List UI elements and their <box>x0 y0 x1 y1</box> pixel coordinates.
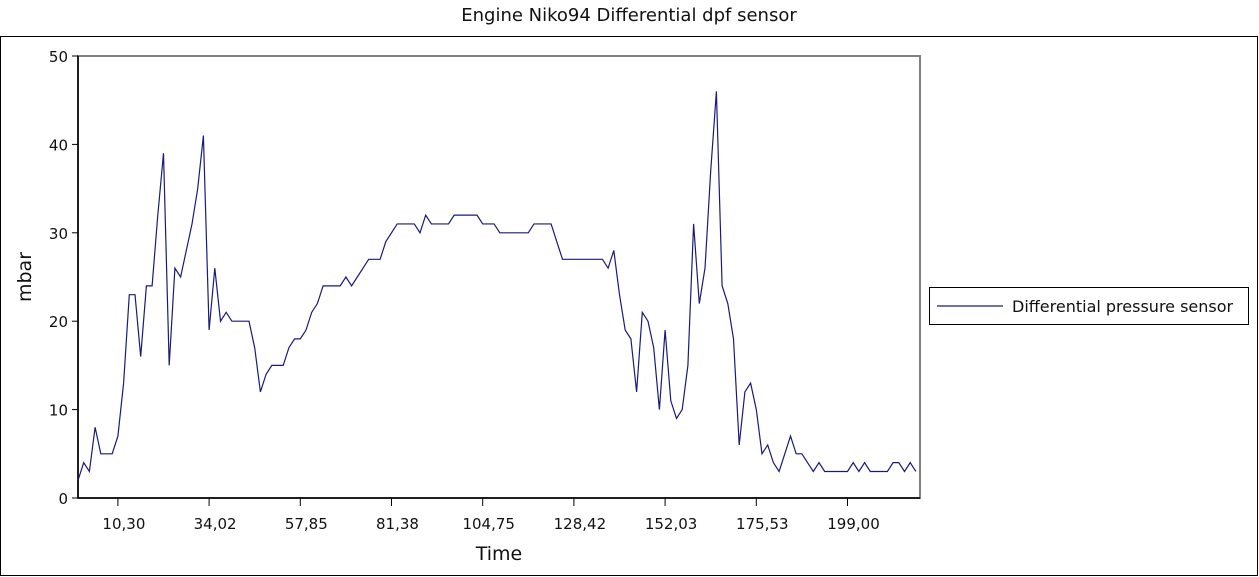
x-tick-label: 152,03 <box>645 515 698 533</box>
x-tick-label: 81,38 <box>376 515 419 533</box>
x-tick-label: 34,02 <box>194 515 237 533</box>
y-tick-label: 10 <box>49 402 68 420</box>
plot-area <box>77 55 921 499</box>
y-tick-label: 40 <box>49 136 68 154</box>
x-tick-label: 128,42 <box>554 515 607 533</box>
x-axis-label: Time <box>475 543 523 565</box>
x-tick-label: 199,00 <box>827 515 880 533</box>
x-tick-label: 10,30 <box>102 515 145 533</box>
chart-title: Engine Niko94 Differential dpf sensor <box>461 5 797 26</box>
x-tick-label: 104,75 <box>462 515 515 533</box>
y-ticks: 0 10 20 30 40 50 <box>49 48 78 508</box>
y-tick-label: 50 <box>49 48 68 66</box>
legend: Differential pressure sensor <box>929 287 1249 325</box>
series-line-differential-pressure-sensor <box>77 91 917 481</box>
y-tick-label: 20 <box>49 313 68 331</box>
data-points <box>77 91 916 481</box>
x-tick-label: 57,85 <box>285 515 328 533</box>
y-tick-label: 30 <box>49 225 68 243</box>
chart-frame <box>0 36 1258 576</box>
legend-label: Differential pressure sensor <box>1012 297 1234 316</box>
y-tick-label: 0 <box>58 490 68 508</box>
y-axis-label: mbar <box>14 252 36 302</box>
x-tick-label: 175,53 <box>736 515 789 533</box>
x-ticks: 10,30 34,02 57,85 81,38 104,75 128,42 152,03 17… <box>102 498 880 533</box>
